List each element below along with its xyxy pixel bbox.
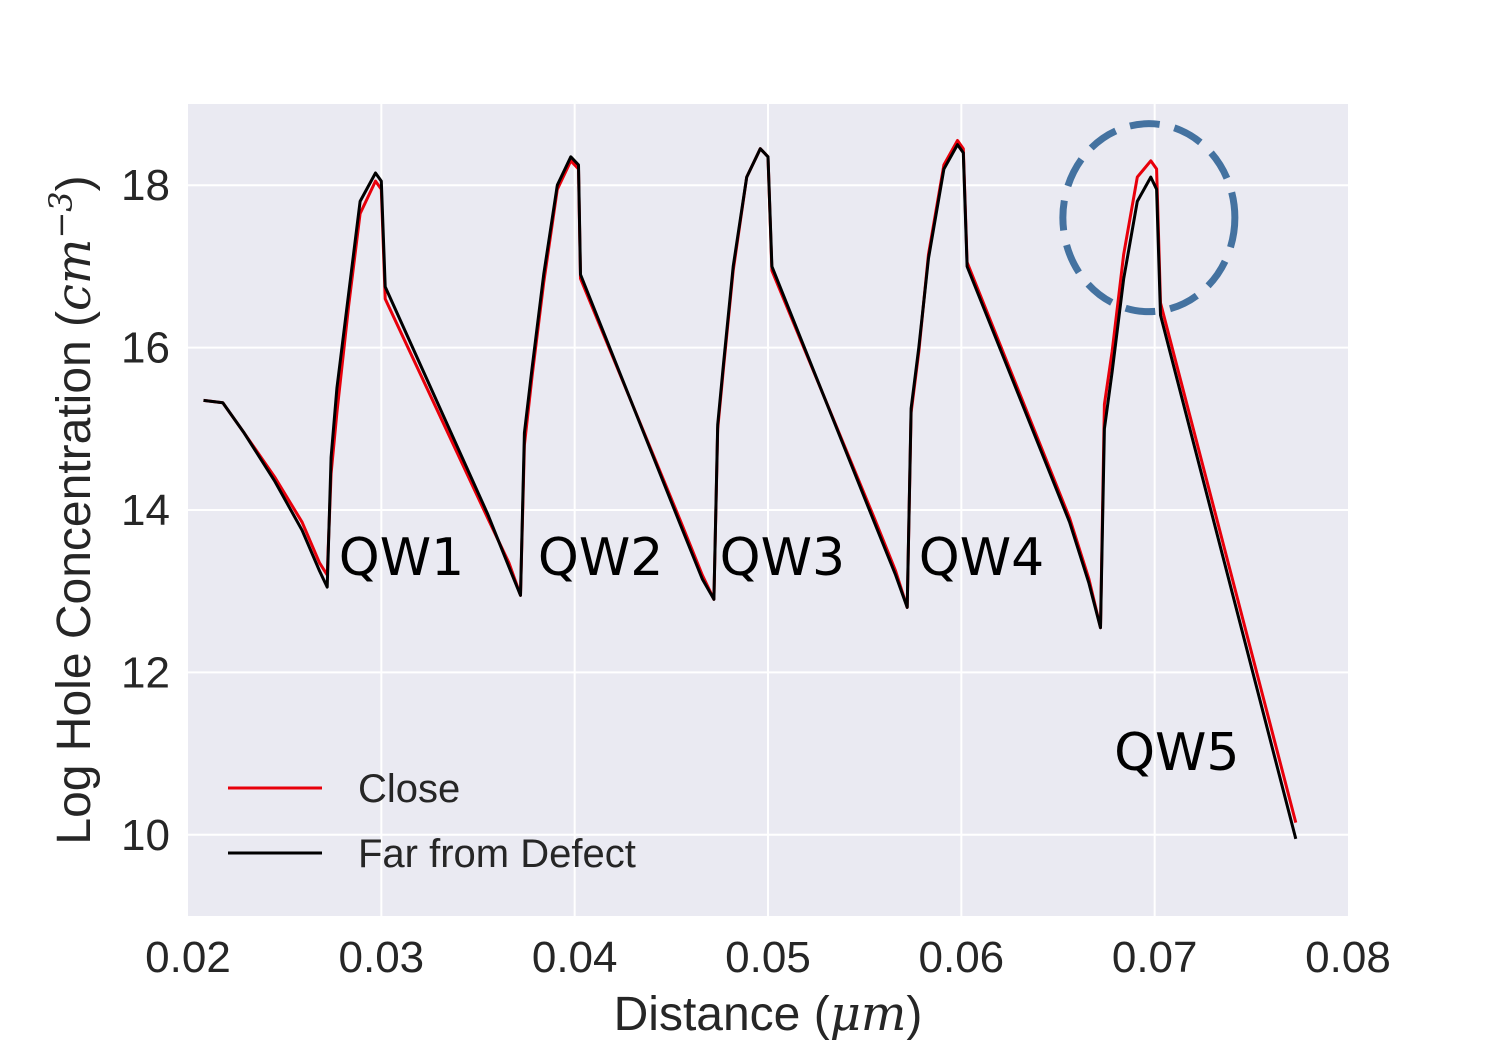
legend-label-close: Close: [358, 767, 460, 811]
highlight-circle: [1059, 120, 1239, 316]
x-tick-label: 0.06: [919, 933, 1005, 982]
annotation-layer: QW1 QW2 QW3 QW4 QW5: [339, 120, 1240, 783]
x-tick-label: 0.05: [725, 933, 811, 982]
x-tick-labels: 0.02 0.03 0.04 0.05 0.06 0.07 0.08: [145, 933, 1391, 982]
y-tick-label: 16: [121, 324, 170, 373]
x-tick-label: 0.03: [339, 933, 425, 982]
y-tick-label: 14: [121, 486, 170, 535]
y-axis-unit: cm: [46, 239, 102, 311]
legend-label-far-from-defect: Far from Defect: [358, 832, 636, 876]
annotation-qw1: QW1: [339, 528, 464, 588]
y-axis-label: Log Hole Concentration (cm−3): [42, 175, 102, 844]
x-axis-label-text: Distance: [614, 988, 801, 1041]
x-tick-label: 0.04: [532, 933, 618, 982]
annotation-qw4: QW4: [919, 528, 1044, 588]
y-axis-label-text: Log Hole Concentration: [48, 340, 101, 844]
y-tick-label: 10: [121, 811, 170, 860]
x-tick-label: 0.02: [145, 933, 231, 982]
x-tick-label: 0.08: [1305, 933, 1391, 982]
legend: Close Far from Defect: [228, 767, 636, 876]
annotation-qw5: QW5: [1114, 723, 1239, 783]
y-axis-unit-exponent: −3: [42, 191, 80, 238]
x-axis-unit: μm: [830, 986, 907, 1042]
x-axis-label: Distance (μm): [614, 986, 923, 1042]
annotation-qw2: QW2: [538, 528, 663, 588]
series-line-far-from-defect: [203, 143, 1298, 840]
series-layer: [203, 139, 1298, 840]
y-tick-label: 18: [121, 161, 170, 210]
x-tick-label: 0.07: [1112, 933, 1198, 982]
annotation-qw3: QW3: [720, 528, 845, 588]
y-tick-label: 12: [121, 648, 170, 697]
y-tick-labels: 10 12 14 16 18: [121, 161, 170, 860]
